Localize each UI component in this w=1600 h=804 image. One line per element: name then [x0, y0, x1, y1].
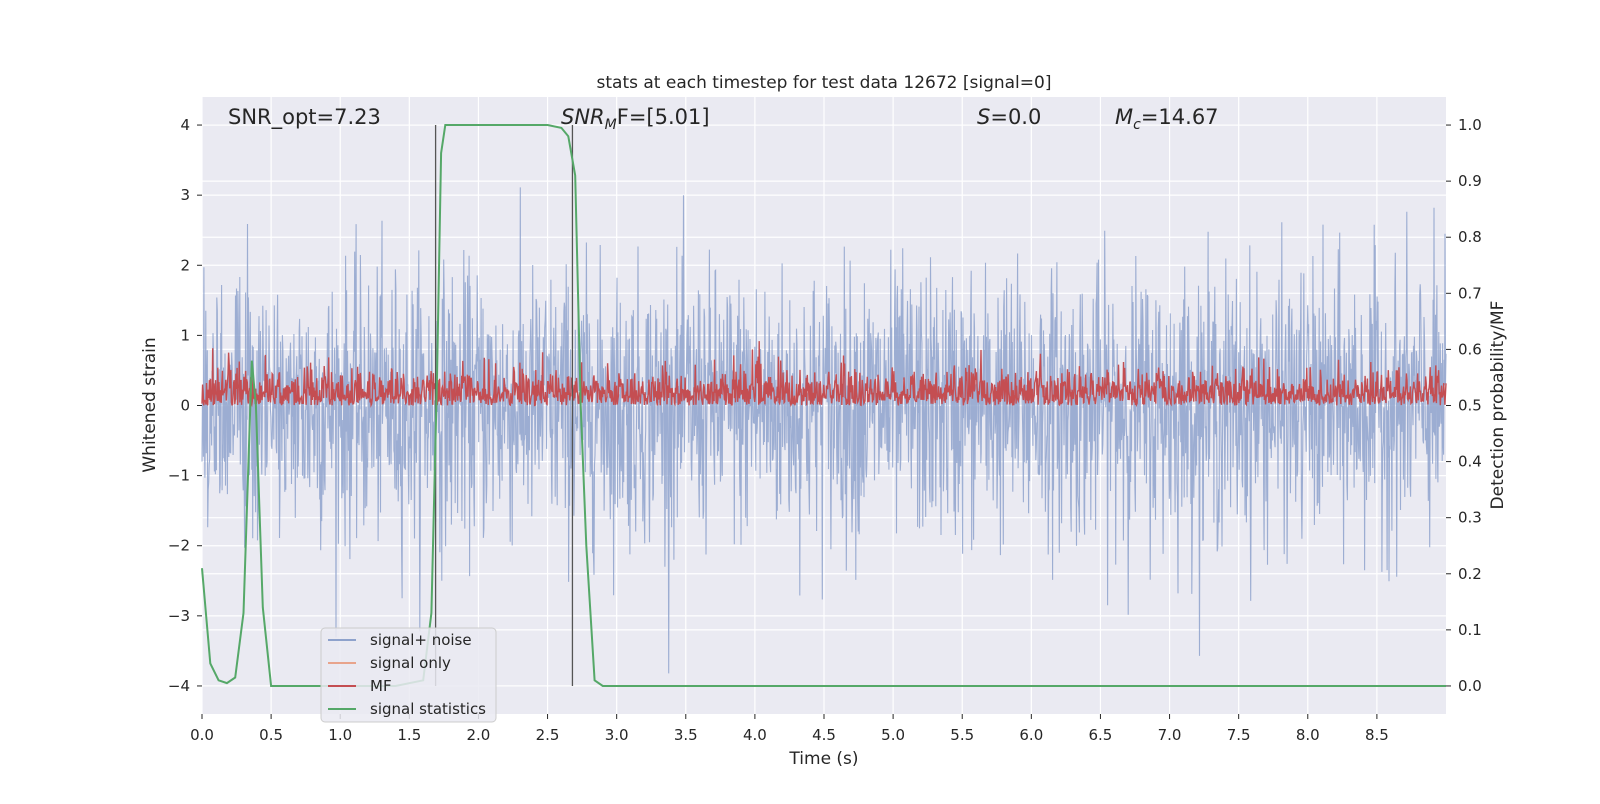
legend-box [320, 627, 497, 723]
snr-mf-rest: F=[5.01] [617, 105, 710, 129]
y-right-tick-label-3: 0.7 [1458, 284, 1482, 302]
y-left-tick-label-6: −2 [168, 537, 190, 555]
annotation-snr-mf: SNRMF=[5.01] [561, 105, 710, 133]
tick-labels: 0.0 0.5 1.0 1.5 2.0 2.5 3.0 3.5 4.0 4.5 5.0 5.5 6.0 6… [168, 116, 1482, 744]
x-tick-label-14: 7.0 [1158, 726, 1182, 744]
y-left-tick-label-0: 4 [180, 116, 190, 134]
x-tick-label-13: 6.5 [1089, 726, 1113, 744]
mc-rest: =14.67 [1141, 105, 1219, 129]
y-right-tick-label-7: 0.3 [1458, 509, 1482, 527]
y-left-tick-label-3: 1 [180, 326, 190, 344]
x-tick-label-7: 3.5 [674, 726, 698, 744]
legend-label-signal-noise: signal+ noise [370, 631, 472, 649]
line-signal-statistics [201, 124, 1446, 687]
legend-label-signal-only: signal only [370, 654, 451, 672]
x-tick-label-12: 6.0 [1019, 726, 1043, 744]
snr-mf-base: SNR [561, 105, 605, 129]
y-right-tick-label-5: 0.5 [1458, 397, 1482, 415]
mc-base: M [1115, 105, 1133, 129]
y-left-tick-label-5: −1 [168, 467, 190, 485]
mc-sub: c [1133, 117, 1141, 133]
x-tick-label-4: 2.0 [467, 726, 491, 744]
y-right-tick-label-2: 0.8 [1458, 228, 1482, 246]
y-right-tick-label-4: 0.6 [1458, 340, 1482, 358]
annotation-snr-opt: SNR_opt=7.23 [228, 105, 381, 130]
s-var: S [977, 105, 990, 129]
annotation-s: S=0.0 [977, 105, 1041, 129]
y-right-tick-label-9: 0.1 [1458, 621, 1482, 639]
x-tick-label-2: 1.0 [328, 726, 352, 744]
y-axis-label-right: Detection probability/MF [1488, 301, 1508, 510]
y-right-tick-label-6: 0.4 [1458, 453, 1482, 471]
y-right-tick-label-8: 0.2 [1458, 565, 1482, 583]
y-left-tick-label-8: −4 [168, 677, 190, 695]
grid-lines [201, 97, 1446, 714]
s-rest: =0.0 [990, 105, 1041, 129]
y-left-tick-label-2: 2 [180, 256, 190, 274]
y-right-tick-label-0: 1.0 [1458, 116, 1482, 134]
x-tick-label-6: 3.0 [605, 726, 629, 744]
legend: signal+ noise signal only MF signal stat… [320, 627, 497, 723]
x-tick-label-10: 5.0 [881, 726, 905, 744]
y-axis-label-left: Whitened strain [140, 337, 160, 472]
y-right-tick-label-1: 0.9 [1458, 172, 1482, 190]
series-mf [201, 341, 1447, 408]
snr-mf-sub: M [605, 117, 617, 133]
y-left-tick-label-4: 0 [180, 397, 190, 415]
legend-label-signal-statistics: signal statistics [370, 700, 486, 718]
x-tick-label-17: 8.5 [1365, 726, 1389, 744]
x-tick-label-1: 0.5 [259, 726, 283, 744]
x-tick-label-15: 7.5 [1227, 726, 1251, 744]
x-tick-label-9: 4.5 [812, 726, 836, 744]
series-signal-statistics [201, 124, 1446, 687]
legend-label-mf: MF [370, 677, 392, 695]
x-tick-label-5: 2.5 [536, 726, 560, 744]
x-axis-label: Time (s) [788, 749, 858, 769]
x-tick-label-16: 8.0 [1296, 726, 1320, 744]
x-tick-label-3: 1.5 [397, 726, 421, 744]
line-mf [201, 341, 1447, 408]
x-tick-label-8: 4.0 [743, 726, 767, 744]
y-left-tick-label-1: 3 [180, 186, 190, 204]
annotation-mc: Mc=14.67 [1115, 105, 1219, 133]
y-left-tick-label-7: −3 [168, 607, 190, 625]
x-tick-label-11: 5.5 [950, 726, 974, 744]
y-right-tick-label-10: 0.0 [1458, 677, 1482, 695]
chart-title: stats at each timestep for test data 126… [597, 73, 1052, 93]
x-tick-label-0: 0.0 [190, 726, 214, 744]
